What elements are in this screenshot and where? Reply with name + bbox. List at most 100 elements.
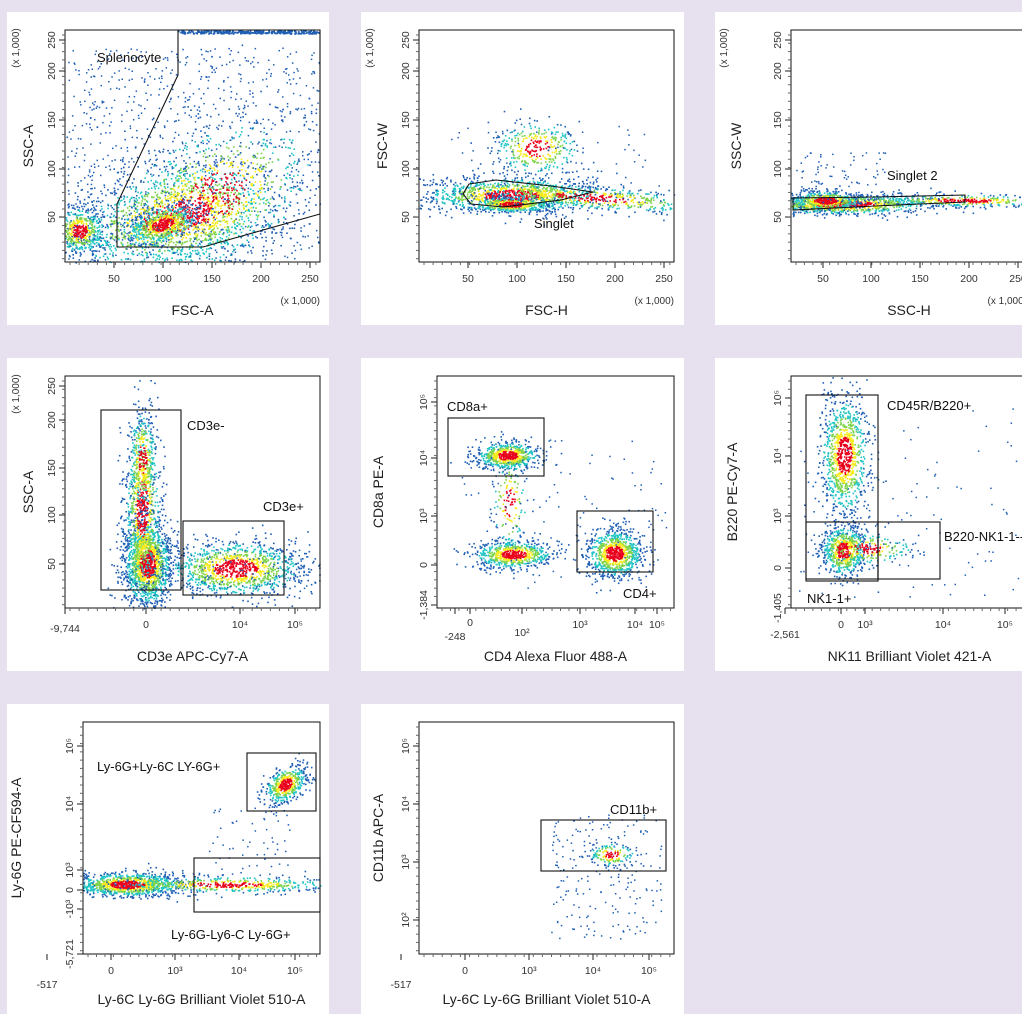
event-dot bbox=[96, 159, 98, 162]
event-dot bbox=[212, 32, 215, 35]
event-dot bbox=[253, 154, 255, 157]
event-dot bbox=[264, 177, 266, 179]
event-dot bbox=[147, 135, 150, 137]
event-dot bbox=[157, 255, 159, 257]
event-dot bbox=[117, 188, 119, 191]
event-dot bbox=[95, 239, 97, 241]
event-dot bbox=[435, 189, 437, 192]
event-dot bbox=[194, 172, 197, 174]
event-dot bbox=[190, 222, 192, 224]
event-dot bbox=[208, 219, 211, 221]
event-dot bbox=[210, 189, 212, 191]
event-dot bbox=[223, 79, 225, 82]
event-dot bbox=[259, 165, 262, 168]
event-dot bbox=[517, 170, 519, 173]
event-dot bbox=[112, 147, 114, 150]
event-dot bbox=[117, 228, 120, 231]
event-dot bbox=[239, 152, 242, 154]
event-dot bbox=[192, 203, 194, 205]
event-dot bbox=[260, 157, 262, 159]
event-dot bbox=[155, 242, 158, 245]
event-dot bbox=[88, 171, 91, 173]
event-dot bbox=[284, 201, 286, 204]
event-dot bbox=[124, 258, 127, 260]
event-dot bbox=[216, 164, 218, 167]
event-dot bbox=[208, 238, 211, 240]
event-dot bbox=[252, 92, 254, 94]
event-dot bbox=[285, 210, 287, 213]
event-dot bbox=[200, 196, 202, 199]
event-dot bbox=[232, 164, 234, 167]
event-dot bbox=[189, 212, 191, 215]
event-dot bbox=[197, 222, 200, 224]
event-dot bbox=[242, 227, 244, 230]
event-dot bbox=[196, 145, 198, 147]
event-dot bbox=[210, 206, 213, 208]
event-dot bbox=[156, 196, 159, 198]
event-dot bbox=[202, 197, 205, 199]
event-dot bbox=[199, 110, 201, 112]
event-dot bbox=[81, 226, 84, 228]
event-dot bbox=[98, 220, 101, 223]
event-dot bbox=[171, 230, 173, 232]
event-dot bbox=[283, 142, 285, 144]
event-dot bbox=[67, 233, 70, 235]
event-dot bbox=[188, 217, 190, 219]
event-dot bbox=[436, 194, 439, 197]
event-dot bbox=[140, 105, 142, 107]
event-dot bbox=[265, 224, 267, 226]
event-dot bbox=[159, 208, 162, 211]
event-dot bbox=[170, 72, 172, 74]
event-dot bbox=[302, 154, 304, 157]
event-dot bbox=[193, 177, 195, 179]
event-dot bbox=[258, 141, 260, 144]
event-dot bbox=[194, 238, 196, 241]
event-dot bbox=[191, 185, 193, 187]
event-dot bbox=[232, 205, 235, 208]
event-dot bbox=[218, 200, 220, 203]
event-dot bbox=[123, 195, 125, 197]
event-dot bbox=[214, 222, 217, 224]
event-dot bbox=[136, 222, 139, 225]
event-dot bbox=[234, 156, 237, 158]
event-dot bbox=[216, 222, 219, 225]
event-dot bbox=[172, 140, 174, 143]
event-dot bbox=[262, 166, 264, 168]
event-dot bbox=[172, 207, 174, 210]
event-dot bbox=[94, 53, 97, 56]
event-dot bbox=[219, 224, 222, 226]
event-dot bbox=[110, 50, 112, 52]
event-dot bbox=[168, 163, 171, 166]
event-dot bbox=[127, 244, 129, 247]
event-dot bbox=[229, 127, 232, 129]
event-dot bbox=[120, 147, 122, 149]
event-dot bbox=[97, 243, 100, 246]
event-dot bbox=[231, 187, 233, 189]
event-dot bbox=[120, 259, 123, 261]
event-dot bbox=[500, 181, 503, 184]
event-dot bbox=[253, 198, 255, 200]
event-dot bbox=[159, 197, 162, 200]
event-dot bbox=[124, 218, 126, 221]
event-dot bbox=[84, 89, 86, 92]
event-dot bbox=[68, 222, 71, 224]
event-dot bbox=[594, 187, 597, 190]
event-dot bbox=[305, 205, 308, 207]
event-dot bbox=[265, 224, 267, 227]
event-dot bbox=[205, 209, 208, 211]
event-dot bbox=[251, 175, 254, 177]
event-dot bbox=[241, 218, 243, 221]
event-dot bbox=[183, 218, 185, 220]
event-dot bbox=[161, 252, 163, 255]
event-dot bbox=[500, 208, 503, 211]
event-dot bbox=[263, 187, 265, 190]
event-dot bbox=[80, 220, 83, 222]
event-dot bbox=[616, 172, 618, 175]
event-dot bbox=[138, 202, 140, 204]
event-dot bbox=[422, 179, 425, 181]
event-dot bbox=[262, 254, 264, 257]
event-dot bbox=[206, 156, 209, 158]
event-dot bbox=[582, 185, 585, 188]
event-dot bbox=[81, 205, 83, 208]
event-dot bbox=[225, 210, 228, 213]
